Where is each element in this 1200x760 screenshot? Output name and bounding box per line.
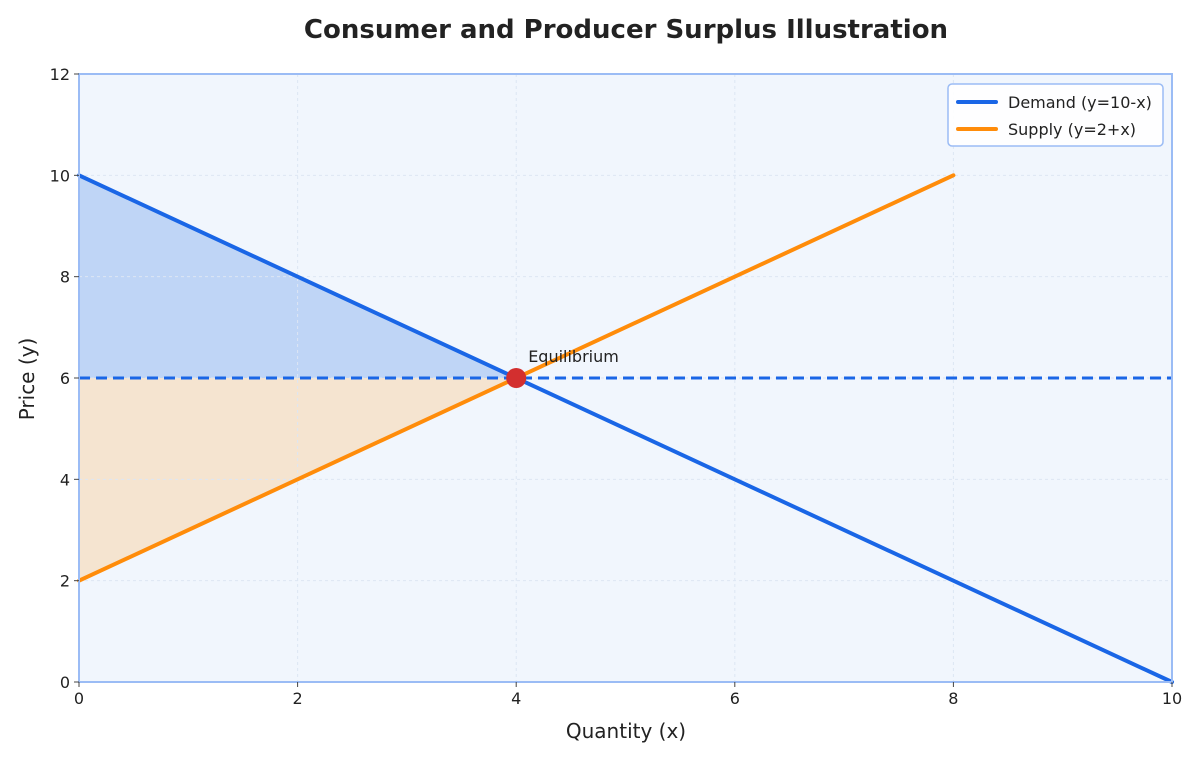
x-tick-label: 6: [730, 689, 740, 708]
x-tick-label: 10: [1162, 689, 1182, 708]
y-tick-label: 0: [60, 673, 70, 692]
x-tick-label: 2: [293, 689, 303, 708]
legend-label: Demand (y=10-x): [1008, 93, 1152, 112]
y-tick-label: 4: [60, 470, 70, 489]
y-axis-label: Price (y): [15, 338, 39, 421]
x-axis-label: Quantity (x): [566, 719, 686, 743]
x-tick-label: 8: [948, 689, 958, 708]
legend-box: [947, 83, 1164, 147]
chart-title: Consumer and Producer Surplus Illustrati…: [304, 15, 948, 45]
demand-line: [77, 173, 1174, 684]
y-tick-label: 6: [60, 369, 70, 388]
y-tick-label: 8: [60, 268, 70, 287]
equilibrium-point: [506, 368, 527, 388]
x-tick-label: 0: [74, 689, 84, 708]
x-tick-label: 4: [511, 689, 521, 708]
equilibrium-label: Equilibrium: [528, 347, 619, 366]
y-tick-label: 12: [50, 65, 70, 84]
y-tick-label: 10: [50, 166, 70, 185]
y-tick-label: 2: [60, 572, 70, 591]
legend-label: Supply (y=2+x): [1008, 120, 1136, 139]
